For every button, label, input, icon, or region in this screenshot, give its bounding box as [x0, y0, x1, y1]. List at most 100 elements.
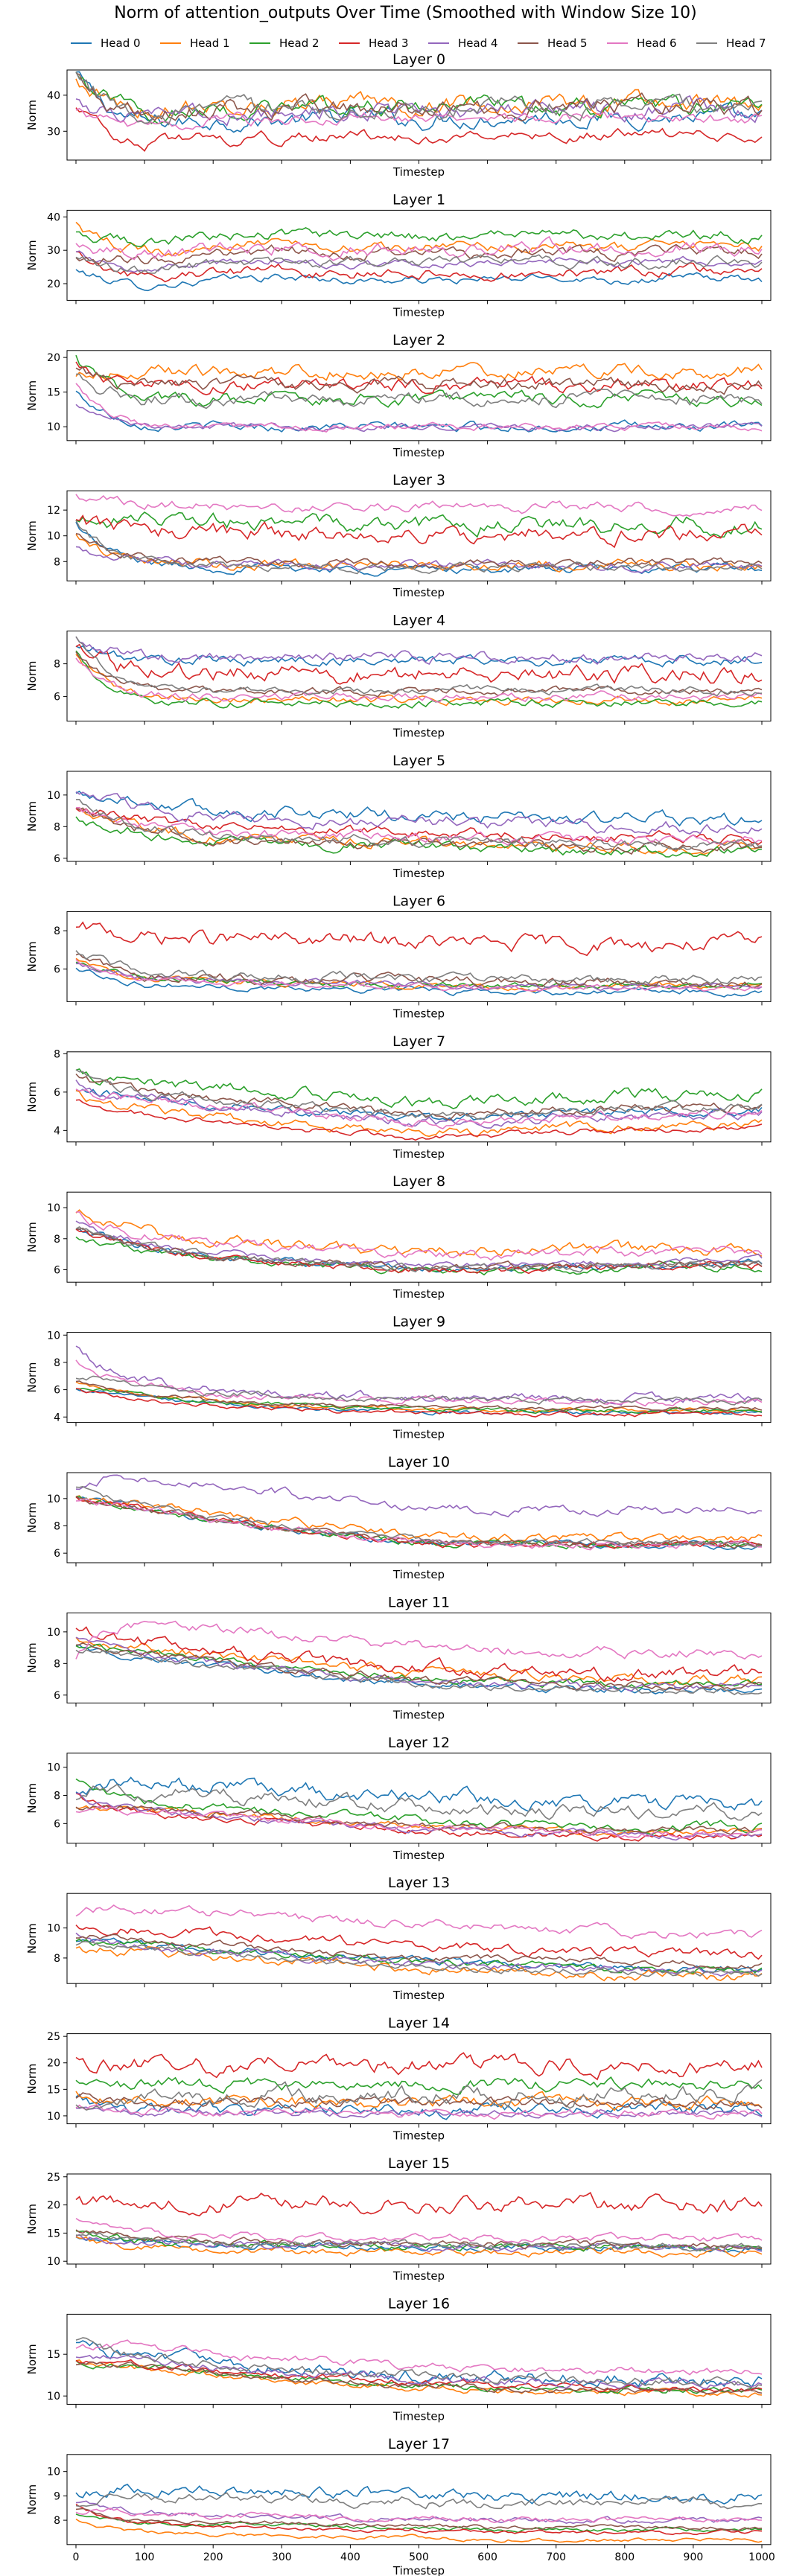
panel-title: Layer 11 [388, 1594, 450, 1610]
y-tick-label: 8 [54, 659, 60, 671]
layer-panel: Layer 4 6 8 Timestep Norm [25, 613, 772, 740]
y-tick-label: 10 [47, 790, 60, 802]
x-axis-label: Timestep [392, 2409, 445, 2423]
y-tick-label: 6 [54, 1087, 60, 1099]
panel-title: Layer 15 [388, 2155, 450, 2172]
series-line-head-6 [75, 1904, 763, 1939]
series-line-head-6 [75, 1497, 763, 1551]
y-axis-label: Norm [25, 240, 39, 270]
series-line-head-5 [75, 2361, 763, 2395]
series-line-head-3 [75, 2192, 763, 2216]
panel-title: Layer 17 [388, 2436, 450, 2452]
x-axis-label: Timestep [392, 727, 445, 740]
series-line-head-2 [75, 1778, 763, 1836]
series-line-head-6 [75, 806, 763, 847]
x-axis-label: Timestep [392, 2564, 445, 2576]
series-line-head-2 [75, 227, 763, 248]
series-line-head-1 [75, 1636, 763, 1687]
layer-panel: Layer 13 8 10 Timestep Norm [25, 1875, 772, 2002]
series-line-head-6 [75, 657, 763, 703]
series-line-head-4 [75, 791, 763, 835]
series-lines [75, 2052, 763, 2120]
x-axis-label: Timestep [392, 446, 445, 459]
series-line-head-5 [75, 366, 763, 395]
series-line-head-3 [75, 921, 763, 957]
layer-panel: Layer 5 6 8 10 Timestep Norm [25, 753, 772, 880]
series-line-head-5 [75, 243, 763, 265]
series-lines [75, 1345, 763, 1418]
series-line-head-1 [75, 1089, 763, 1138]
x-axis-label: Timestep [392, 1568, 445, 1581]
series-line-head-7 [75, 1941, 763, 1977]
layer-panel: Layer 9 4 6 8 10 Timestep Norm [25, 1314, 772, 1441]
layer-panel: Layer 2 10 15 20 Timestep Norm [25, 332, 772, 459]
panel-title: Layer 4 [392, 613, 445, 629]
series-line-head-6 [75, 2218, 763, 2244]
y-axis-label: Norm [25, 2064, 39, 2094]
series-lines [75, 494, 763, 577]
y-tick-label: 15 [47, 2228, 60, 2239]
series-line-head-2 [75, 71, 763, 125]
y-tick-label: 8 [54, 1521, 60, 1533]
series-lines [75, 921, 763, 998]
y-tick-label: 20 [47, 2058, 60, 2070]
y-tick-label: 8 [54, 1791, 60, 1802]
layer-panel: Layer 12 6 8 10 Timestep Norm [25, 1735, 772, 1862]
series-line-head-4 [75, 2354, 763, 2389]
y-tick-label: 10 [47, 531, 60, 543]
series-line-head-3 [75, 643, 763, 685]
series-line-head-6 [75, 1620, 763, 1660]
panel-title: Layer 5 [392, 753, 445, 769]
series-line-head-2 [75, 1938, 763, 1974]
series-lines [75, 221, 763, 292]
layer-panel: Layer 1 20 30 40 Timestep Norm [25, 191, 772, 319]
x-axis-label: Timestep [392, 867, 445, 880]
series-line-head-2 [75, 511, 763, 538]
layer-panel: Layer 0 30 40 Timestep Norm [25, 51, 772, 179]
y-tick-label: 15 [47, 2349, 60, 2361]
y-axis-label: Norm [25, 1082, 39, 1112]
series-line-head-3 [75, 1626, 763, 1683]
series-line-head-5 [75, 651, 763, 698]
series-line-head-7 [75, 950, 763, 986]
series-line-head-4 [75, 1636, 763, 1692]
x-tick-label: 0 [73, 2551, 80, 2563]
layer-panel: Layer 16 10 15 Timestep Norm [25, 2295, 772, 2423]
series-lines [75, 2192, 763, 2259]
series-line-head-0 [75, 390, 763, 433]
y-tick-label: 8 [54, 556, 60, 568]
series-lines [75, 71, 763, 152]
panel-title: Layer 9 [392, 1314, 445, 1330]
series-line-head-2 [75, 1068, 763, 1109]
y-tick-label: 8 [54, 1658, 60, 1670]
x-axis-label: Timestep [392, 1007, 445, 1020]
y-tick-label: 6 [54, 1265, 60, 1277]
x-tick-label: 700 [546, 2551, 566, 2563]
series-line-head-3 [75, 1099, 763, 1141]
series-line-head-0 [75, 2484, 763, 2505]
y-axis-label: Norm [25, 1222, 39, 1252]
series-lines [75, 790, 763, 858]
series-line-head-7 [75, 1485, 763, 1548]
y-tick-label: 6 [54, 692, 60, 704]
layer-panel: Layer 10 6 8 10 Timestep Norm [25, 1454, 772, 1581]
figure-title: Norm of attention_outputs Over Time (Smo… [114, 4, 696, 22]
series-lines [75, 1776, 763, 1842]
series-line-head-0 [75, 269, 763, 292]
layer-panel: Layer 11 6 8 10 Timestep Norm [25, 1594, 772, 1721]
x-axis-label: Timestep [392, 2269, 445, 2283]
panel-title: Layer 6 [392, 893, 445, 909]
y-axis-label: Norm [25, 1783, 39, 1814]
y-tick-label: 12 [47, 505, 60, 517]
series-line-head-7 [75, 1783, 763, 1821]
layer-panel: Layer 3 8 10 12 Timestep Norm [25, 472, 772, 599]
y-tick-label: 4 [54, 1412, 60, 1424]
series-lines [75, 1904, 763, 1982]
series-line-head-4 [75, 1080, 763, 1129]
series-line-head-7 [75, 798, 763, 850]
series-lines [75, 1209, 763, 1276]
series-line-head-3 [75, 361, 763, 396]
series-line-head-7 [75, 520, 763, 575]
series-line-head-6 [75, 494, 763, 517]
y-axis-label: Norm [25, 2344, 39, 2374]
